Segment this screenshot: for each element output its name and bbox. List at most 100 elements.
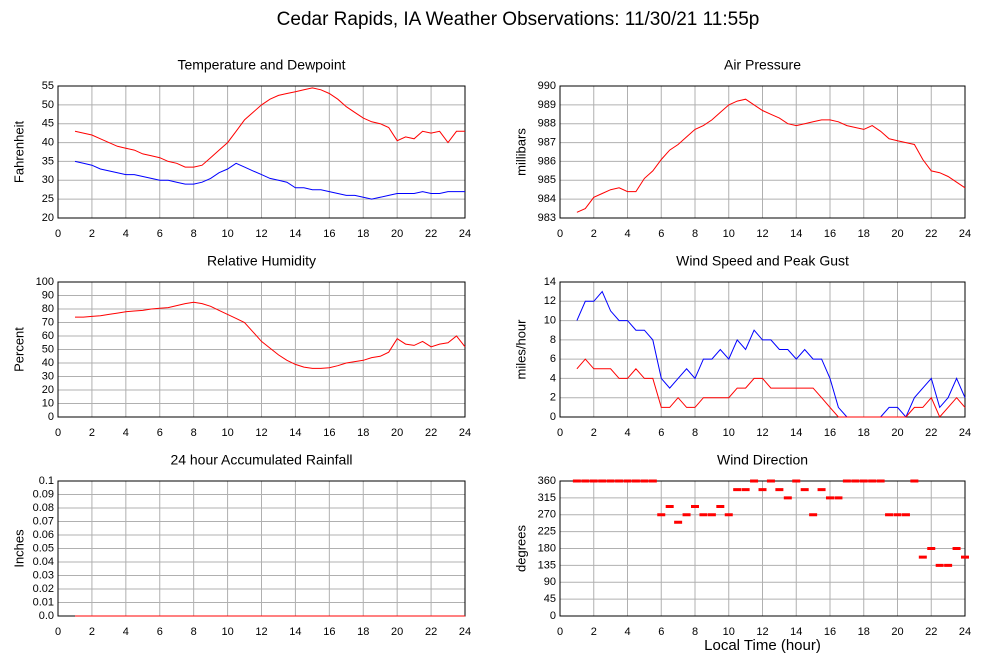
data-point xyxy=(918,555,927,559)
x-tick-label: 20 xyxy=(391,626,403,638)
x-tick-label: 4 xyxy=(624,427,630,439)
x-tick-label: 6 xyxy=(658,228,664,240)
y-tick-label: 35 xyxy=(42,155,54,167)
chart-panel: 0 2 4 6 8 10 12 14 16 18 20 22 240.00.010.020.030.04… xyxy=(11,452,471,638)
y-tick-label: 50 xyxy=(42,343,54,355)
data-point xyxy=(859,479,868,483)
data-point xyxy=(817,488,826,492)
x-tick-label: 24 xyxy=(959,228,971,240)
x-tick-label: 12 xyxy=(255,228,267,240)
data-point xyxy=(826,496,834,500)
x-tick-label: 0 xyxy=(557,427,563,439)
x-tick-label: 14 xyxy=(289,228,301,240)
plot-frame xyxy=(57,85,466,219)
x-tick-label: 2 xyxy=(591,626,597,638)
data-point xyxy=(691,505,699,508)
x-tick-label: 4 xyxy=(123,626,129,638)
x-tick-label: 0 xyxy=(557,626,563,638)
x-tick-label: 20 xyxy=(891,228,903,240)
data-point xyxy=(876,479,885,483)
panel-title: Air Pressure xyxy=(724,57,801,73)
y-tick-label: 60 xyxy=(42,330,54,342)
y-tick-label: 0.01 xyxy=(33,596,54,608)
x-tick-label: 14 xyxy=(289,427,301,439)
y-tick-label: 90 xyxy=(42,289,54,301)
y-tick-label: 40 xyxy=(42,357,54,369)
y-tick-label: 0 xyxy=(550,610,556,622)
data-point xyxy=(944,563,953,567)
data-point xyxy=(842,479,851,483)
data-line xyxy=(576,358,966,418)
data-point xyxy=(623,479,632,483)
x-tick-label: 2 xyxy=(89,626,95,638)
y-tick-label: 10 xyxy=(544,314,556,326)
x-tick-label: 20 xyxy=(391,228,403,240)
data-point xyxy=(589,479,598,483)
x-tick-label: 8 xyxy=(191,427,197,439)
page-title: Cedar Rapids, IA Weather Observations: 1… xyxy=(277,9,760,30)
x-tick-label: 10 xyxy=(221,427,233,439)
x-tick-label: 24 xyxy=(959,626,971,638)
data-point xyxy=(682,513,691,517)
y-tick-label: 985 xyxy=(538,174,556,186)
x-tick-label: 2 xyxy=(591,427,597,439)
chart-panel: 0 2 4 6 8 10 12 14 16 18 20 22 242025303540455055Tem… xyxy=(11,57,471,240)
x-axis-label: Local Time (hour) xyxy=(704,637,821,654)
x-tick-label: 20 xyxy=(891,626,903,638)
x-tick-label: 16 xyxy=(323,228,335,240)
y-tick-label: 0.0 xyxy=(39,610,54,622)
data-line xyxy=(576,98,966,213)
data-point xyxy=(665,505,674,508)
x-tick-label: 24 xyxy=(959,427,971,439)
y-tick-label: 135 xyxy=(538,559,556,571)
x-tick-label: 16 xyxy=(824,427,836,439)
y-tick-label: 8 xyxy=(550,334,556,346)
x-tick-label: 22 xyxy=(925,626,937,638)
x-tick-label: 4 xyxy=(624,228,630,240)
x-tick-label: 16 xyxy=(323,626,335,638)
y-tick-label: 360 xyxy=(538,475,556,487)
y-tick-label: 12 xyxy=(544,295,556,307)
y-tick-label: 70 xyxy=(42,316,54,328)
data-point xyxy=(699,513,708,517)
data-point xyxy=(581,479,590,483)
x-tick-label: 6 xyxy=(658,427,664,439)
x-tick-label: 22 xyxy=(425,626,437,638)
y-tick-label: 270 xyxy=(538,509,556,521)
x-tick-label: 12 xyxy=(255,427,267,439)
x-tick-label: 18 xyxy=(357,427,369,439)
x-tick-label: 6 xyxy=(157,427,163,439)
data-point xyxy=(640,479,649,483)
x-tick-label: 12 xyxy=(756,427,768,439)
x-tick-label: 18 xyxy=(858,228,870,240)
y-axis-label: Fahrenheit xyxy=(11,121,26,184)
x-tick-label: 10 xyxy=(723,626,735,638)
y-tick-label: 14 xyxy=(544,276,556,288)
x-tick-label: 8 xyxy=(191,626,197,638)
y-tick-label: 30 xyxy=(42,370,54,382)
data-point xyxy=(724,513,733,517)
data-point xyxy=(893,513,902,517)
y-tick-label: 988 xyxy=(538,118,556,130)
data-point xyxy=(572,479,581,483)
data-point xyxy=(598,479,607,483)
y-tick-label: 0.04 xyxy=(33,556,54,568)
x-tick-label: 2 xyxy=(89,228,95,240)
panel-title: Wind Speed and Peak Gust xyxy=(676,253,849,269)
x-tick-label: 14 xyxy=(790,626,802,638)
x-tick-label: 10 xyxy=(723,228,735,240)
x-tick-label: 4 xyxy=(624,626,630,638)
y-tick-label: 50 xyxy=(42,99,54,111)
panel-title: 24 hour Accumulated Rainfall xyxy=(170,452,352,468)
x-tick-label: 16 xyxy=(824,228,836,240)
x-tick-label: 0 xyxy=(55,626,61,638)
data-point xyxy=(792,479,801,483)
y-axis-label: degrees xyxy=(513,525,528,572)
data-point xyxy=(901,513,910,517)
x-tick-label: 12 xyxy=(756,626,768,638)
data-point xyxy=(834,496,843,500)
plot-frame xyxy=(559,480,966,617)
x-tick-label: 22 xyxy=(925,228,937,240)
